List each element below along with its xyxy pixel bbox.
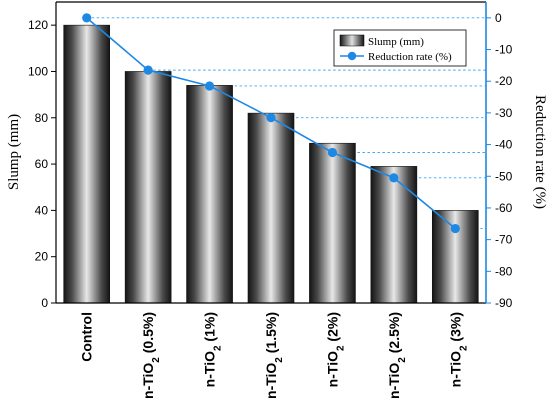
bar [309,142,356,304]
y2-tick-label: 0 [495,11,502,25]
y-tick-label: 80 [35,111,49,125]
y2-tick-label: -70 [495,233,513,247]
bar [63,24,111,304]
category-label: n-TiO2 (1.5%) [263,312,285,399]
y2-tick-label: -40 [495,138,513,152]
y2-tick-label: -30 [495,106,513,120]
y2-tick-label: -90 [495,296,513,310]
category-labels: Control n-TiO2 (0.5%) n-TiO2 (1%) n-TiO2 (1… [79,312,469,399]
slump-bars [63,24,479,304]
category-label: Control [79,312,95,362]
y2-tick-label: -80 [495,264,513,278]
right-axis-ticks: 0 -10 -20 -30 -40 -50 -60 -70 -80 -90 [486,11,513,310]
y-tick-label: 60 [35,157,49,171]
reduction-rate-point [82,13,92,23]
reduction-rate-point [389,173,399,183]
legend-bar-swatch [339,34,365,47]
reduction-rate-point [450,223,460,234]
reduction-rate-point [266,113,276,123]
y-tick-label: 40 [35,203,49,217]
category-label: n-TiO2 (2%) [324,312,346,387]
category-label: n-TiO2 (2.5%) [386,312,408,399]
category-label: n-TiO2 (3%) [447,312,469,387]
y2-tick-label: -20 [495,74,513,88]
legend-line-marker [347,51,357,61]
y-tick-label: 20 [35,250,49,264]
y2-tick-label: -50 [495,169,513,183]
bar [124,71,172,304]
category-label: n-TiO2 (1%) [202,312,224,387]
y-axis-title: Slump (mm) [6,114,22,190]
legend-line-label: Reduction rate (%) [368,51,452,63]
y2-tick-label: -10 [495,43,513,57]
left-axis-ticks: 0 20 40 60 80 100 120 [28,18,56,310]
y-tick-label: 0 [41,296,48,310]
legend-bar-label: Slump (mm) [368,36,424,48]
bar [370,166,418,304]
y2-axis-title: Reduction rate (%) [532,95,548,209]
legend: Slump (mm) Reduction rate (%) [333,29,467,67]
bar [186,85,233,304]
reduction-rate-point [327,147,338,158]
reduction-rate-point [204,81,215,91]
y2-tick-label: -60 [495,201,513,215]
category-label: n-TiO2 (0.5%) [140,312,162,399]
y-tick-label: 120 [28,18,48,32]
reduction-rate-point [143,65,153,75]
y-tick-label: 100 [28,64,48,78]
bar [247,112,295,304]
reduction-rate-line [82,13,460,234]
